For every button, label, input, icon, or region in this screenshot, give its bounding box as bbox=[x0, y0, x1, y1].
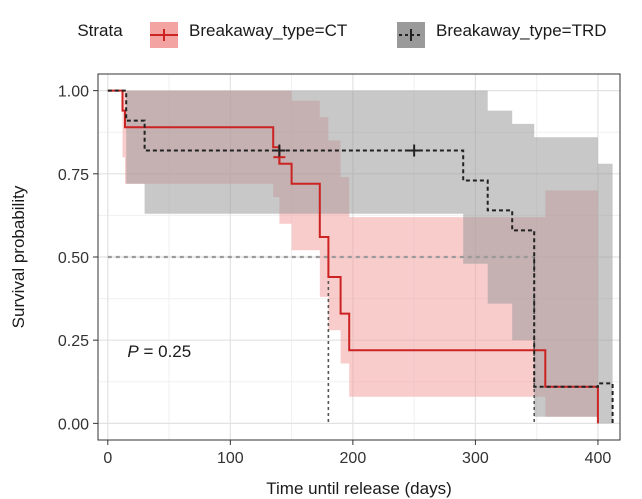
survival-curves bbox=[107, 89, 614, 424]
x-tick-label: 400 bbox=[585, 450, 612, 467]
survival-curve-trd bbox=[107, 89, 614, 424]
y-tick-label: 0.25 bbox=[58, 333, 89, 350]
legend-key-trd bbox=[397, 22, 425, 48]
y-tick-label: 0.50 bbox=[58, 250, 89, 267]
survival-curve-ct bbox=[107, 89, 599, 424]
x-tick-label: 100 bbox=[217, 450, 244, 467]
x-axis-title: Time until release (days) bbox=[266, 479, 452, 498]
p-value-annotation: P = 0.25 bbox=[127, 342, 191, 361]
y-axis-title: Survival probability bbox=[9, 185, 28, 328]
y-tick-label: 0.00 bbox=[58, 416, 89, 433]
axis-ticks: 0 100 200 300 400 0.00 0.25 0.50 0.75 1.00 bbox=[58, 84, 612, 467]
legend-title: Strata bbox=[77, 21, 123, 40]
y-tick-label: 1.00 bbox=[58, 84, 89, 101]
y-tick-label: 0.75 bbox=[58, 167, 89, 184]
x-tick-label: 0 bbox=[103, 450, 112, 467]
legend-key-ct bbox=[150, 22, 178, 48]
legend: Strata Breakaway_type=CT Breakaway_type=… bbox=[77, 21, 607, 48]
censor-mark-trd bbox=[273, 144, 286, 157]
censor-mark-trd bbox=[408, 144, 421, 157]
legend-label-ct: Breakaway_type=CT bbox=[189, 21, 347, 40]
p-value-symbol: P bbox=[127, 342, 139, 361]
confidence-bands bbox=[107, 90, 613, 424]
x-tick-label: 200 bbox=[340, 450, 367, 467]
median-reference-lines bbox=[107, 255, 536, 424]
x-tick-label: 300 bbox=[462, 450, 489, 467]
censor-marks bbox=[273, 144, 421, 164]
p-value-text: = 0.25 bbox=[139, 342, 191, 361]
legend-label-trd: Breakaway_type=TRD bbox=[436, 21, 607, 40]
confidence-band-trd bbox=[107, 90, 613, 424]
